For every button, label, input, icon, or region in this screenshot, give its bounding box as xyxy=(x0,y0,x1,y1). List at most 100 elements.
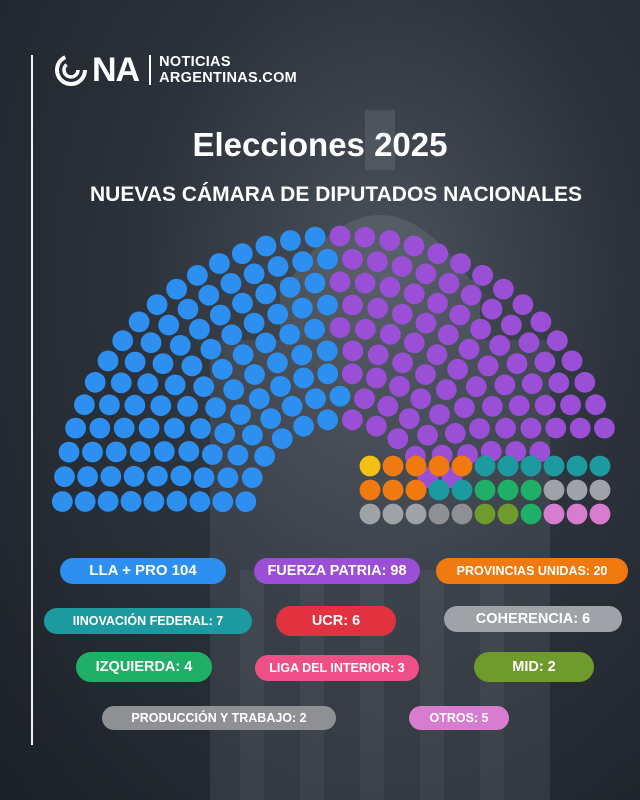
seat-coherencia xyxy=(543,479,565,501)
seat-lla-pro xyxy=(260,408,282,429)
seat-fuerza-patria xyxy=(366,367,387,389)
seat-lla-pro xyxy=(200,338,222,360)
seat-fuerza-patria xyxy=(367,344,389,366)
logo-na-text: NA xyxy=(92,51,140,89)
legend-liga-del-interior: LIGA DEL INTERIOR: 3 xyxy=(255,655,419,681)
seat-provincias-unidas xyxy=(382,479,404,501)
seat-lla-pro xyxy=(304,272,326,294)
seat-lla-pro xyxy=(158,314,180,336)
seat-lla-pro xyxy=(329,385,351,407)
seat-izquierda xyxy=(520,503,542,525)
seat-fuerza-patria xyxy=(387,428,409,449)
seat-lla-pro xyxy=(166,278,188,300)
seat-innovacion-federal xyxy=(520,455,542,477)
seat-fuerza-patria xyxy=(518,332,540,354)
seat-lla-pro xyxy=(152,353,174,374)
seat-lla-pro xyxy=(243,263,265,285)
seat-fuerza-patria xyxy=(470,318,491,340)
seat-lla-pro xyxy=(124,351,146,373)
seat-lla-pro xyxy=(82,441,103,463)
seat-fuerza-patria xyxy=(454,397,475,419)
seat-innovacion-federal xyxy=(474,455,496,477)
seat-lla-pro xyxy=(89,417,111,439)
seat-lla-pro xyxy=(110,372,132,394)
seat-lla-pro xyxy=(77,466,98,487)
seat-lla-pro xyxy=(58,441,80,463)
seat-fuerza-patria xyxy=(379,324,401,345)
seat-fuerza-patria xyxy=(355,318,376,340)
seat-fuerza-patria xyxy=(508,395,530,417)
seat-fuerza-patria xyxy=(561,350,583,372)
seat-fuerza-patria xyxy=(366,415,387,437)
seat-lla-pro xyxy=(267,352,288,374)
seat-lla-pro xyxy=(123,465,145,487)
seat-lla-pro xyxy=(129,441,151,463)
seat-lla-pro xyxy=(189,491,211,513)
seat-lla-pro xyxy=(84,371,106,393)
seat-lla-pro xyxy=(223,379,245,400)
seat-provincias-unidas xyxy=(428,455,450,477)
seat-lla-pro xyxy=(99,394,120,416)
seat-lla-pro xyxy=(232,292,253,314)
seat-fuerza-patria xyxy=(530,311,552,333)
seat-lla-pro xyxy=(74,394,95,416)
seat-fuerza-patria xyxy=(354,272,376,294)
seat-lla-pro xyxy=(74,491,96,512)
seat-lla-pro xyxy=(254,445,275,467)
seat-izquierda xyxy=(497,479,519,501)
seat-lla-pro xyxy=(138,417,160,439)
legend-produccion-trabajo: PRODUCCIÓN Y TRABAJO: 2 xyxy=(102,706,336,730)
seat-innovacion-federal xyxy=(566,455,588,477)
seat-lla-pro xyxy=(113,417,135,439)
seat-lla-pro xyxy=(169,335,191,356)
seat-lla-pro xyxy=(242,424,263,446)
seat-fuerza-patria xyxy=(444,422,466,444)
seat-lla-pro xyxy=(146,294,168,315)
seat-fuerza-patria xyxy=(342,248,363,270)
seat-lla-pro xyxy=(317,363,339,385)
seat-lla-pro xyxy=(177,396,199,417)
seat-lla-pro xyxy=(209,253,230,274)
seat-fuerza-patria xyxy=(429,404,450,425)
seat-fuerza-patria xyxy=(367,297,389,319)
seat-lla-pro xyxy=(178,441,200,462)
seat-lla-pro xyxy=(293,367,314,389)
seat-provincias-unidas xyxy=(405,479,427,501)
seat-lla-pro xyxy=(214,422,236,444)
legend-ucr: UCR: 6 xyxy=(276,606,396,636)
seat-lla-pro xyxy=(221,324,243,346)
seat-fuerza-patria xyxy=(494,374,516,396)
seat-lla-pro xyxy=(227,444,249,466)
vertical-accent-line xyxy=(31,55,33,745)
seat-innovacion-federal xyxy=(543,455,565,477)
seat-lla-pro xyxy=(241,467,263,488)
seat-fuerza-patria xyxy=(329,317,351,338)
seat-fuerza-patria xyxy=(410,388,432,410)
seat-lla-pro xyxy=(280,230,301,251)
seat-lla-pro xyxy=(189,318,210,340)
seat-fuerza-patria xyxy=(415,364,436,385)
seat-lla-pro xyxy=(267,256,289,277)
seat-lla-pro xyxy=(147,465,168,487)
seat-fuerza-patria xyxy=(489,335,511,356)
seat-fuerza-patria xyxy=(506,353,528,374)
seat-fuerza-patria xyxy=(437,324,459,346)
seat-lla-pro xyxy=(270,376,291,397)
seat-fuerza-patria xyxy=(379,230,400,251)
seat-lla-pro xyxy=(255,283,277,305)
legend-fuerza-patria: FUERZA PATRIA: 98 xyxy=(254,558,420,584)
seat-fuerza-patria xyxy=(379,276,401,298)
seat-fuerza-patria xyxy=(403,283,425,305)
legend-otros: OTROS: 5 xyxy=(409,706,509,730)
seat-lla-pro xyxy=(248,388,270,410)
seat-lla-pro xyxy=(205,397,227,419)
seat-produccion-trabajo xyxy=(451,503,473,525)
seat-fuerza-patria xyxy=(447,358,469,380)
page-title: Elecciones 2025 xyxy=(192,126,448,163)
seat-lla-pro xyxy=(232,344,254,366)
seat-innovacion-federal xyxy=(451,479,473,501)
seat-lla-pro xyxy=(317,248,338,270)
seat-lla-pro xyxy=(124,394,146,416)
na-swirl-icon xyxy=(55,54,87,86)
